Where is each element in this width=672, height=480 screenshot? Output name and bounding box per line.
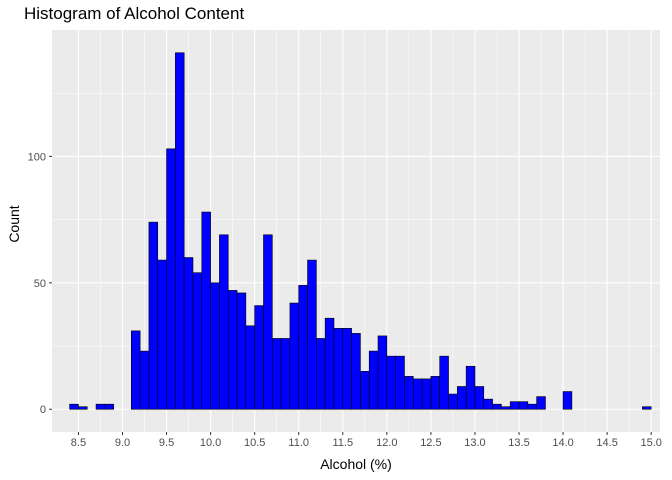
x-tick-label: 12.5: [420, 437, 441, 449]
histogram-bar: [527, 403, 537, 410]
histogram-bar: [157, 259, 167, 410]
histogram-bar: [131, 330, 141, 410]
y-tick-label: 0: [40, 404, 46, 416]
histogram-bar: [166, 148, 176, 410]
histogram-bar: [219, 234, 229, 410]
x-tick-label: 11.5: [332, 437, 353, 449]
histogram-bar: [439, 355, 449, 410]
histogram-bar: [148, 221, 159, 410]
x-tick-label: 13.0: [464, 437, 485, 449]
histogram-bar: [280, 338, 291, 410]
x-tick-label: 15.0: [640, 437, 661, 449]
histogram-bar: [271, 338, 282, 410]
y-axis-label: Count: [6, 205, 22, 243]
histogram-bar: [562, 391, 573, 410]
histogram-bar: [351, 333, 361, 410]
y-axis: 0 50 100: [28, 151, 52, 416]
chart-title: Histogram of Alcohol Content: [24, 4, 245, 23]
histogram-bars: [69, 52, 652, 410]
x-tick-label: 10.5: [244, 437, 265, 449]
histogram-bar: [227, 290, 238, 410]
histogram-bar: [316, 338, 326, 410]
histogram-bar: [377, 335, 388, 410]
histogram-bar: [69, 403, 79, 410]
histogram-bar: [324, 317, 335, 410]
x-tick-label: 9.5: [159, 437, 174, 449]
histogram-bar: [289, 302, 300, 410]
histogram-bar: [642, 406, 652, 410]
x-tick-label: 14.0: [552, 437, 573, 449]
histogram-bar: [78, 406, 88, 410]
histogram-bar: [430, 376, 441, 410]
histogram-bar: [465, 365, 476, 410]
x-tick-label: 9.0: [115, 437, 130, 449]
histogram-bar: [483, 398, 493, 410]
histogram-bar: [201, 211, 211, 410]
histogram-bar: [307, 259, 317, 410]
histogram-bar: [501, 406, 511, 410]
x-tick-label: 11.0: [288, 437, 309, 449]
histogram-bar: [342, 328, 352, 410]
x-tick-label: 14.5: [596, 437, 617, 449]
histogram-bar: [457, 386, 467, 410]
histogram-bar: [386, 355, 396, 410]
histogram-bar: [139, 350, 150, 410]
histogram-bar: [360, 371, 370, 410]
histogram-bar: [298, 285, 308, 410]
histogram-bar: [183, 257, 194, 410]
histogram-bar: [254, 305, 264, 410]
histogram-bar: [448, 393, 458, 410]
x-tick-label: 13.5: [508, 437, 529, 449]
x-tick-label: 10.0: [200, 437, 221, 449]
histogram-bar: [263, 234, 273, 410]
histogram-bar: [104, 403, 114, 410]
y-tick-label: 50: [34, 278, 46, 290]
histogram-bar: [245, 325, 255, 410]
histogram-bar: [518, 401, 529, 410]
x-axis: 8.5 9.0 9.5 10.0 10.5 11.0 11.5 12.0 12.5 13.0 13.…: [71, 432, 662, 449]
x-axis-label: Alcohol (%): [320, 456, 392, 472]
histogram-bar: [474, 386, 485, 410]
x-tick-label: 8.5: [71, 437, 86, 449]
histogram-bar: [395, 355, 405, 410]
histogram-bar: [536, 396, 546, 410]
histogram-bar: [421, 378, 432, 410]
x-tick-label: 12.0: [376, 437, 397, 449]
histogram-bar: [333, 328, 344, 410]
histogram-bar: [175, 52, 185, 410]
histogram-bar: [509, 401, 520, 410]
histogram-bar: [404, 376, 414, 410]
histogram-bar: [95, 403, 106, 410]
y-tick-label: 100: [28, 151, 46, 163]
histogram-bar: [210, 282, 220, 410]
histogram-bar: [192, 272, 203, 410]
histogram-bar: [412, 378, 423, 410]
histogram-bar: [236, 292, 247, 410]
histogram-bar: [368, 350, 379, 410]
histogram-bar: [492, 403, 502, 410]
